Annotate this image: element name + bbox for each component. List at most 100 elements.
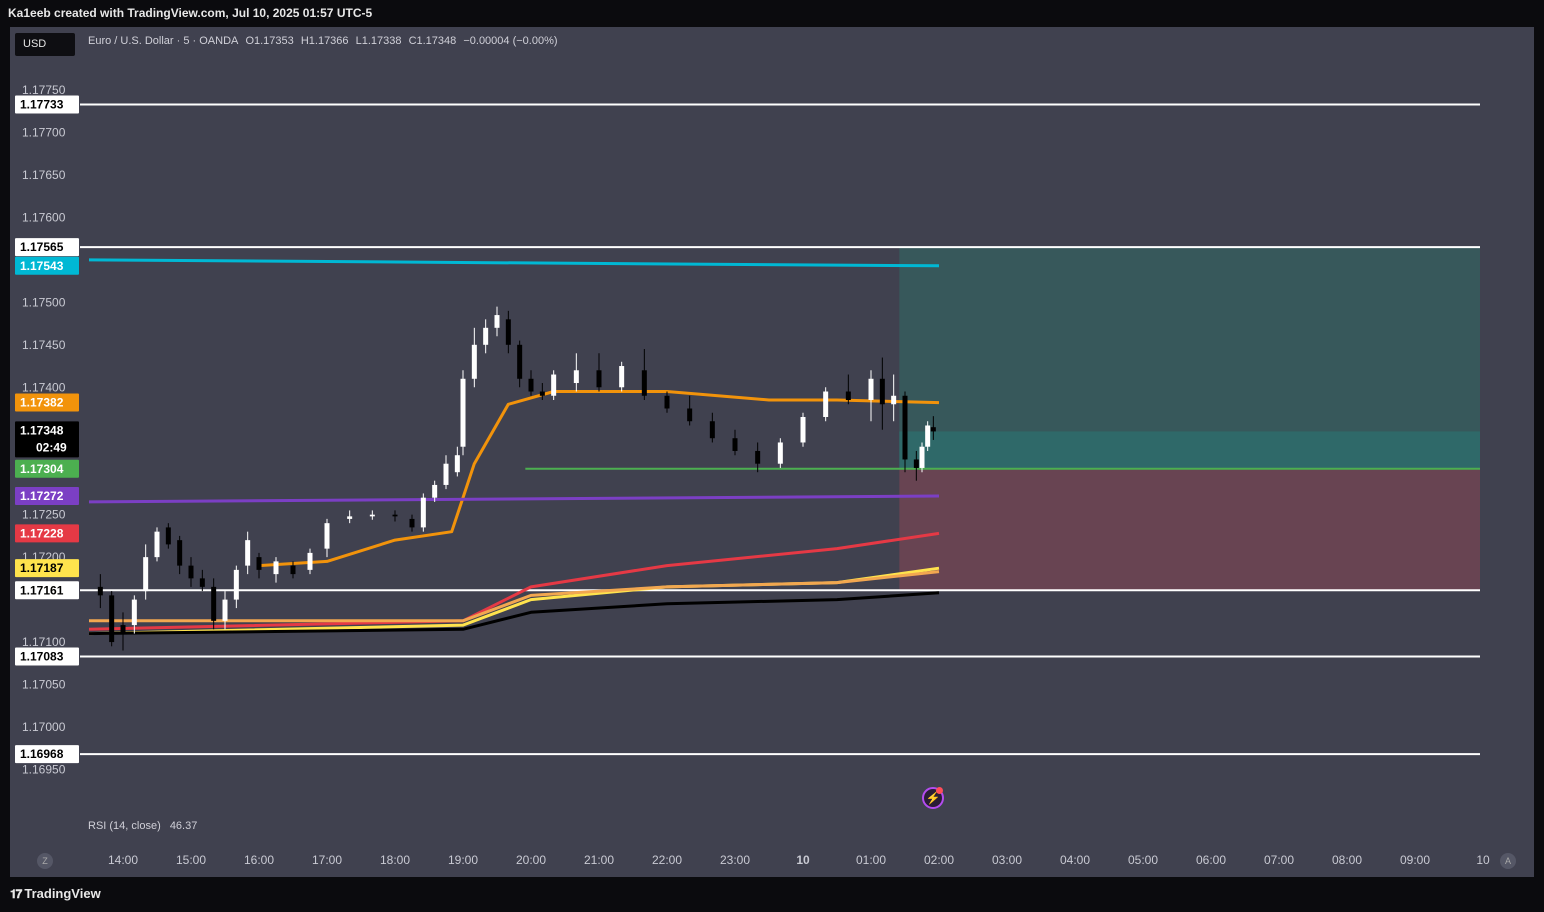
candle-body[interactable] bbox=[528, 378, 534, 392]
candle-body[interactable] bbox=[165, 527, 171, 545]
candle-body[interactable] bbox=[131, 599, 137, 626]
price-tag-ema bbox=[15, 393, 79, 412]
candle-body[interactable] bbox=[925, 425, 931, 447]
x-axis-tick-label: 02:00 bbox=[924, 853, 954, 867]
candle-body[interactable] bbox=[930, 427, 936, 432]
price-tag-level bbox=[15, 95, 79, 114]
candle-body[interactable] bbox=[539, 391, 545, 396]
x-axis-tick-label: 16:00 bbox=[244, 853, 274, 867]
y-axis-tick-label: 1.17650 bbox=[22, 168, 66, 182]
y-axis-tick-label: 1.17250 bbox=[22, 508, 66, 522]
candle-body[interactable] bbox=[800, 416, 806, 443]
candle-body[interactable] bbox=[120, 625, 126, 634]
candle-body[interactable] bbox=[732, 438, 738, 451]
candle-body[interactable] bbox=[471, 344, 477, 379]
y-axis-tick-label: 1.16950 bbox=[22, 762, 66, 776]
candle-body[interactable] bbox=[913, 459, 919, 468]
tradingview-brand[interactable]: 𝟏𝟕 TradingView bbox=[10, 886, 101, 902]
symbol-legend[interactable]: Euro / U.S. Dollar · 5 · OANDA O1.17353 … bbox=[88, 35, 562, 47]
price-tag-label: 1.17304 bbox=[20, 462, 64, 476]
candle-body[interactable] bbox=[777, 442, 783, 464]
y-axis-tick-label: 1.17100 bbox=[22, 635, 66, 649]
candle-body[interactable] bbox=[619, 366, 625, 388]
candle-body[interactable] bbox=[109, 595, 115, 643]
price-tag-level bbox=[15, 238, 79, 257]
candle-body[interactable] bbox=[199, 578, 205, 587]
candle-body[interactable] bbox=[494, 315, 500, 328]
x-axis-tick-label: 17:00 bbox=[312, 853, 342, 867]
brand-name: TradingView bbox=[24, 886, 101, 901]
candle-body[interactable] bbox=[273, 561, 279, 575]
candle-body[interactable] bbox=[483, 327, 489, 345]
x-axis-tick-label: 14:00 bbox=[108, 853, 138, 867]
price-tag-ema bbox=[15, 559, 79, 578]
candle-body[interactable] bbox=[596, 370, 602, 388]
candle-body[interactable] bbox=[143, 557, 149, 592]
legend-symbol: Euro / U.S. Dollar · 5 · OANDA bbox=[88, 35, 239, 47]
stop-loss-zone[interactable] bbox=[899, 468, 1480, 591]
candle-body[interactable] bbox=[432, 484, 438, 498]
alert-notification-dot bbox=[936, 787, 943, 794]
x-axis-tick-label: 07:00 bbox=[1264, 853, 1294, 867]
currency-button[interactable]: USD bbox=[15, 33, 75, 56]
candle-body[interactable] bbox=[443, 463, 449, 485]
price-tag-label: 1.17187 bbox=[20, 561, 64, 575]
rsi-name: RSI (14, close) bbox=[88, 820, 161, 832]
candle-body[interactable] bbox=[823, 391, 829, 417]
candle-body[interactable] bbox=[551, 374, 557, 396]
x-axis-tick-label: 15:00 bbox=[176, 853, 206, 867]
price-tag-ema bbox=[15, 524, 79, 543]
candle-body[interactable] bbox=[369, 514, 375, 517]
y-axis-tick-label: 1.17450 bbox=[22, 338, 66, 352]
candle-body[interactable] bbox=[307, 552, 313, 570]
moving-average-line bbox=[89, 570, 940, 623]
candle-body[interactable] bbox=[709, 421, 715, 439]
auto-scale-right-button[interactable]: A bbox=[1500, 853, 1516, 869]
rsi-legend[interactable]: RSI (14, close) 46.37 bbox=[88, 820, 203, 832]
candle-body[interactable] bbox=[222, 599, 228, 621]
candle-body[interactable] bbox=[573, 370, 579, 384]
candle-body[interactable] bbox=[845, 391, 851, 401]
candle-body[interactable] bbox=[891, 395, 897, 405]
moving-average-line bbox=[88, 258, 940, 268]
candle-body[interactable] bbox=[641, 370, 647, 396]
candle-body[interactable] bbox=[755, 450, 761, 464]
price-tag-label: 1.17161 bbox=[20, 583, 64, 597]
rsi-value: 46.37 bbox=[169, 820, 198, 832]
candle-body[interactable] bbox=[919, 446, 925, 468]
candle-body[interactable] bbox=[245, 540, 251, 566]
candle-body[interactable] bbox=[460, 378, 466, 447]
candle-body[interactable] bbox=[879, 378, 885, 405]
candle-body[interactable] bbox=[687, 408, 693, 422]
candle-body[interactable] bbox=[902, 395, 908, 460]
candle-body[interactable] bbox=[211, 586, 217, 621]
auto-scale-left-button[interactable]: Z bbox=[37, 853, 53, 869]
candle-body[interactable] bbox=[454, 455, 460, 473]
y-axis-tick-label: 1.17600 bbox=[22, 210, 66, 224]
candle-body[interactable] bbox=[290, 565, 296, 575]
candle-body[interactable] bbox=[177, 540, 183, 566]
price-tag-level bbox=[15, 581, 79, 600]
candle-body[interactable] bbox=[505, 319, 511, 345]
x-axis-tick-label: 03:00 bbox=[992, 853, 1022, 867]
y-axis-tick-label: 1.17500 bbox=[22, 295, 66, 309]
candle-body[interactable] bbox=[392, 514, 398, 517]
candle-body[interactable] bbox=[256, 557, 262, 570]
x-axis-tick-label: 18:00 bbox=[380, 853, 410, 867]
candle-body[interactable] bbox=[868, 378, 874, 401]
x-axis-tick-label: 21:00 bbox=[584, 853, 614, 867]
candle-body[interactable] bbox=[347, 516, 353, 519]
candle-body[interactable] bbox=[517, 344, 523, 379]
candle-body[interactable] bbox=[409, 518, 415, 528]
candle-body[interactable] bbox=[154, 531, 160, 558]
candle-body[interactable] bbox=[324, 523, 330, 549]
candle-body[interactable] bbox=[233, 569, 239, 600]
candle-body[interactable] bbox=[188, 565, 194, 579]
candle-body[interactable] bbox=[97, 586, 103, 596]
x-axis-tick-label: 09:00 bbox=[1400, 853, 1430, 867]
legend-high: H1.17366 bbox=[300, 35, 349, 47]
candle-body[interactable] bbox=[664, 395, 670, 409]
price-tag-ema bbox=[15, 486, 79, 505]
candle-body[interactable] bbox=[420, 497, 426, 528]
